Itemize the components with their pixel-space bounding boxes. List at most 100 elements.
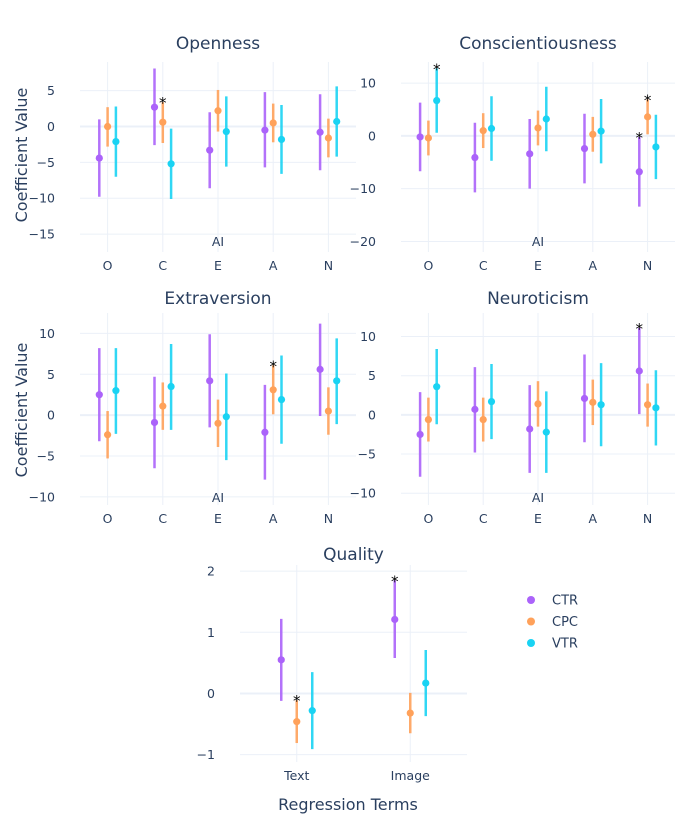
data-point <box>391 615 399 624</box>
chart-panel-quality: Quality −1 0 1 2 Text Image * * <box>197 545 467 783</box>
data-point <box>597 401 605 409</box>
annotation-label: AI <box>212 234 224 249</box>
legend-marker <box>527 617 535 626</box>
data-point <box>422 679 430 687</box>
chart-title: Openness <box>176 34 260 54</box>
chart-panel-neuroticism: Neuroticism −10 −5 0 5 10 O C E A N AI * <box>350 289 675 526</box>
significance-star: * <box>644 91 652 109</box>
data-point <box>542 428 550 436</box>
data-point <box>635 367 643 375</box>
data-point <box>167 160 175 168</box>
data-point <box>597 127 605 135</box>
significance-star: * <box>159 94 167 112</box>
y-tick-label: 5 <box>47 367 55 382</box>
data-point <box>416 133 424 141</box>
data-point <box>479 127 487 135</box>
x-tick-label: O <box>103 511 113 526</box>
series-cpc <box>424 379 652 442</box>
data-point <box>324 134 332 142</box>
y-tick-label: 5 <box>368 368 376 383</box>
x-axis-title-bottom: Regression Terms <box>278 795 418 814</box>
chart-panel-extraversion: Extraversion −10 −5 0 5 10 O C E A N AI * <box>29 289 356 526</box>
y-tick-label: 0 <box>47 408 55 423</box>
x-tick-label: A <box>269 258 278 273</box>
data-point <box>534 124 542 132</box>
significance-star: * <box>269 357 277 375</box>
legend-marker <box>527 639 535 647</box>
chart-title: Conscientiousness <box>459 34 617 54</box>
x-tick-label: E <box>534 258 542 273</box>
data-point <box>433 96 441 105</box>
series-ctr: * <box>277 572 399 701</box>
y-tick-label: 0 <box>47 119 55 134</box>
x-tick-label: A <box>589 511 598 526</box>
y-tick-label: −5 <box>37 155 55 170</box>
data-point <box>479 415 487 424</box>
data-point <box>424 415 432 424</box>
data-point <box>589 130 597 138</box>
data-point <box>424 134 432 142</box>
data-point <box>526 150 534 158</box>
data-point <box>277 135 286 144</box>
x-tick-label: A <box>589 258 598 273</box>
x-tick-label: N <box>643 511 652 526</box>
y-tick-label: 0 <box>368 128 376 143</box>
significance-star: * <box>433 60 441 78</box>
legend-item-vtr: VTR <box>527 637 578 652</box>
y-tick-label: −10 <box>350 486 376 501</box>
legend-label: VTR <box>552 637 578 652</box>
data-point <box>206 377 214 385</box>
series-vtr <box>308 650 430 750</box>
data-point <box>269 119 277 127</box>
data-point <box>104 431 112 439</box>
data-point <box>652 404 660 412</box>
series-vtr <box>112 86 341 199</box>
y-tick-label: 5 <box>47 83 55 98</box>
legend-item-ctr: CTR <box>527 594 578 609</box>
significance-star: * <box>391 572 399 590</box>
data-point <box>433 383 441 391</box>
data-point <box>644 401 652 409</box>
y-tick-label: −15 <box>29 227 55 242</box>
data-point <box>112 387 120 395</box>
data-point <box>277 396 286 404</box>
x-tick-label: N <box>324 511 333 526</box>
x-tick-label: Text <box>283 768 309 783</box>
data-point <box>261 126 269 134</box>
data-point <box>277 656 285 664</box>
legend: CTR CPC VTR <box>527 594 578 652</box>
data-point <box>324 407 332 415</box>
y-tick-label: 10 <box>360 329 376 344</box>
y-axis-title-mid: Coefficient Value <box>12 343 31 478</box>
data-point <box>471 153 479 162</box>
series-vtr: * <box>433 60 660 180</box>
data-point <box>333 117 341 126</box>
data-point <box>261 428 269 436</box>
data-point <box>316 128 324 136</box>
legend-label: CPC <box>552 615 578 630</box>
series-cpc: * <box>293 692 414 744</box>
series-cpc: * <box>104 357 332 459</box>
data-point <box>316 365 324 373</box>
data-point <box>112 137 120 146</box>
data-point <box>222 127 230 136</box>
data-point <box>487 397 496 406</box>
data-point <box>534 400 542 408</box>
data-point <box>652 143 660 151</box>
y-tick-label: 10 <box>360 76 376 91</box>
y-tick-label: −5 <box>358 447 376 462</box>
data-point <box>206 146 214 154</box>
data-point <box>635 168 643 176</box>
chart-panel-conscientiousness: Conscientiousness −20 −10 0 10 O C E A N AI * * * <box>350 34 675 273</box>
y-tick-label: 1 <box>207 625 215 640</box>
x-tick-label: C <box>479 258 488 273</box>
data-point <box>95 391 103 399</box>
data-point <box>471 405 479 413</box>
series-ctr: * <box>416 320 644 477</box>
data-point <box>222 413 230 421</box>
y-tick-label: 0 <box>207 686 215 701</box>
significance-star: * <box>636 320 644 338</box>
data-point <box>159 118 167 126</box>
x-tick-label: O <box>423 511 433 526</box>
